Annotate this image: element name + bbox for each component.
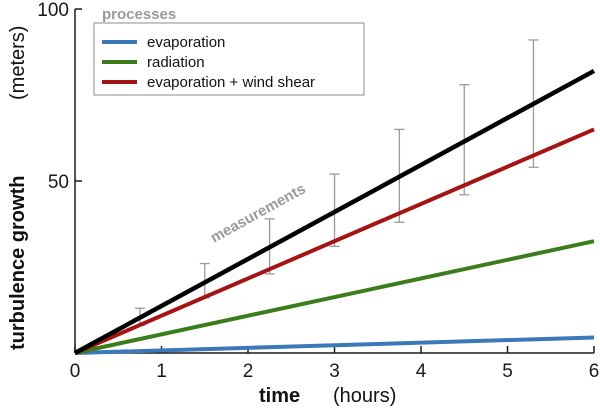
y-tick-label: 100 <box>37 0 69 21</box>
series-line-evaporation-wind-shear <box>74 127 595 355</box>
x-tick-label: 5 <box>502 361 513 382</box>
x-tick-label: 3 <box>329 361 340 382</box>
x-tick-label: 1 <box>156 361 167 382</box>
series-line-evaporation <box>74 335 595 355</box>
x-tick-label: 2 <box>243 361 254 382</box>
series-line-radiation <box>74 239 595 355</box>
y-tick-label: 50 <box>48 172 69 193</box>
x-tick-label: 6 <box>589 361 600 382</box>
series-lines <box>73 68 596 355</box>
x-axis-label: time <box>259 385 300 407</box>
legend-label-evaporation: evaporation <box>147 34 225 51</box>
x-tick-label: 4 <box>416 361 427 382</box>
y-axis-title: turbulence growth (meters) <box>7 26 29 350</box>
y-axis-label: turbulence growth <box>7 176 29 350</box>
x-axis-title: time (hours) <box>259 385 396 407</box>
legend: processes evaporation radiation evaporat… <box>93 6 365 96</box>
legend-label-radiation: radiation <box>147 54 205 71</box>
x-tick-label: 0 <box>70 361 81 382</box>
y-ticks: 50 100 <box>37 0 82 354</box>
legend-label-evaporation-wind-shear: evaporation + wind shear <box>147 74 315 91</box>
x-axis-unit: (hours) <box>333 385 396 407</box>
series-line-model <box>73 68 596 355</box>
legend-title: processes <box>102 6 176 23</box>
legend-box <box>93 22 365 96</box>
plot-area: 0 1 2 3 4 5 6 50 100 <box>37 0 599 382</box>
y-axis-unit: (meters) <box>7 26 29 100</box>
